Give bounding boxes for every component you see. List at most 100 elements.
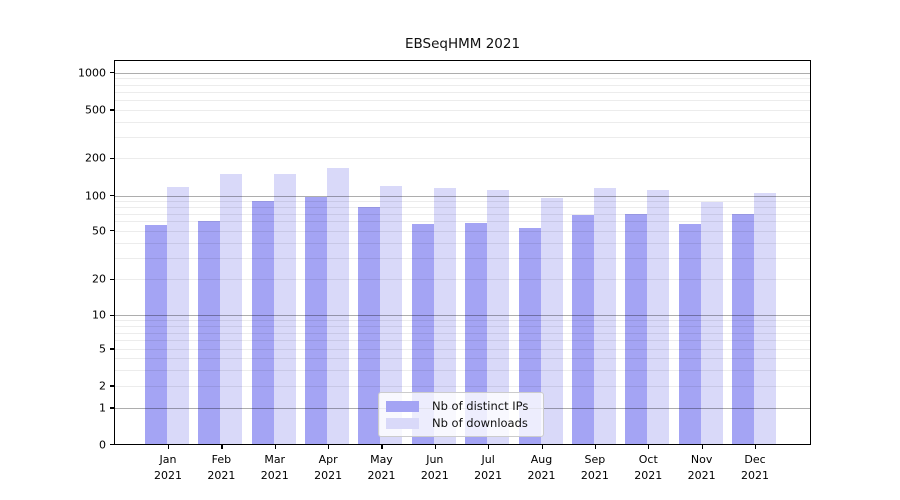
bar-nb-of-distinct-ips-sep [571,215,594,446]
gridline-100 [115,195,810,197]
legend-item-nb-of-distinct-ips: Nb of distinct IPs [386,400,543,412]
legend-swatch-nb-of-downloads [386,417,419,429]
x-tick-jan [168,444,170,450]
bar-nb-of-downloads-apr [327,167,350,446]
x-tick-may [381,444,383,450]
bar-nb-of-downloads-nov [700,201,723,446]
gridline-minor-3 [115,369,810,371]
x-tick-feb [221,444,223,450]
gridline-minor-50 [115,230,810,232]
gridline-minor-60 [115,221,810,223]
x-tick-sep [594,444,597,450]
bar-nb-of-downloads-may [380,186,403,446]
gridline-minor-600 [115,100,810,102]
bar-nb-of-downloads-feb [220,174,243,446]
y-tick-label-200: 200 [85,151,106,165]
y-tick-label-10: 10 [92,308,106,322]
bar-nb-of-distinct-ips-aug [518,227,541,446]
gridline-minor-4 [115,358,810,359]
gridline-minor-40 [115,242,810,244]
bar-nb-of-downloads-jun [433,188,456,446]
y-tick-label-0: 0 [99,438,106,451]
x-tick-nov [701,444,703,450]
x-tick-apr [328,444,330,450]
bar-nb-of-downloads-mar [273,173,296,446]
gridline-minor-500 [115,110,810,111]
x-tick-mar [274,444,276,450]
gridline-minor-6 [115,340,810,342]
y-tick-2 [109,385,114,387]
legend-swatch-nb-of-distinct-ips [386,400,419,412]
x-tick-label-sep: Sep 2021 [580,453,609,482]
gridline-minor-8 [115,326,810,328]
x-tick-label-dec: Dec 2021 [741,453,769,482]
gridline-minor-7 [115,332,810,334]
bar-nb-of-distinct-ips-oct [625,214,648,446]
y-tick-10 [109,314,114,316]
x-tick-label-aug: Aug 2021 [527,453,556,482]
bar-nb-of-distinct-ips-may [358,207,381,446]
x-tick-label-feb: Feb 2021 [207,453,236,482]
legend: Nb of distinct IPs Nb of downloads [378,392,544,437]
x-tick-aug [541,444,543,450]
x-tick-label-mar: Mar 2021 [260,453,289,482]
bar-nb-of-downloads-jan [167,186,189,446]
y-tick-label-100: 100 [85,189,106,202]
gridline-minor-9 [115,320,810,322]
y-tick-label-20: 20 [92,272,106,286]
legend-item-nb-of-downloads: Nb of downloads [386,417,543,429]
gridline-minor-400 [115,121,810,123]
y-tick-1 [109,407,114,409]
bar-nb-of-distinct-ips-dec [732,213,754,446]
y-tick-label-500: 500 [85,103,106,117]
y-tick-1000 [109,71,114,74]
y-tick-label-50: 50 [92,224,106,238]
gridline-minor-80 [115,206,810,208]
x-tick-label-oct: Oct 2021 [634,453,663,482]
gridline-minor-900 [115,78,810,80]
gridline-minor-5 [115,349,810,350]
y-tick-label-1000: 1000 [78,66,106,79]
y-tick-label-1: 1 [99,401,106,415]
gridline-minor-200 [115,158,810,160]
y-tick-label-5: 5 [99,342,106,356]
gridline-minor-700 [115,91,810,93]
bar-nb-of-downloads-aug [540,198,563,446]
y-tick-0 [109,443,114,446]
bar-nb-of-distinct-ips-apr [305,197,328,446]
bar-nb-of-downloads-dec [754,192,776,446]
gridline-1000 [115,72,810,74]
x-tick-label-may: May 2021 [367,453,396,482]
y-tick-100 [109,194,114,197]
bar-nb-of-downloads-jul [487,189,510,446]
y-tick-50 [109,230,114,232]
chart-title: EBSeqHMM 2021 [404,36,521,52]
x-tick-label-apr: Apr 2021 [314,453,343,482]
y-tick-5 [109,348,114,350]
gridline-minor-90 [115,200,810,202]
gridline-minor-30 [115,257,810,259]
y-tick-label-2: 2 [99,379,106,393]
x-tick-jun [434,444,436,450]
gridline-minor-20 [115,279,810,281]
bar-nb-of-distinct-ips-feb [198,221,221,446]
gridline-minor-70 [115,213,810,215]
gridline-minor-2 [115,386,810,387]
bar-nb-of-downloads-oct [647,189,670,446]
gridline-minor-300 [115,136,810,138]
bar-nb-of-distinct-ips-mar [251,200,274,446]
x-tick-label-jun: Jun 2021 [420,453,449,482]
x-tick-label-jan: Jan 2021 [154,453,182,482]
y-tick-20 [109,278,114,280]
bar-nb-of-distinct-ips-jul [465,223,488,446]
bar-nb-of-downloads-sep [593,187,616,446]
x-tick-dec [755,444,757,450]
bar-nb-of-distinct-ips-nov [678,224,701,446]
bar-nb-of-distinct-ips-jun [411,224,434,446]
x-tick-label-jul: Jul 2021 [474,453,503,482]
y-tick-200 [109,157,114,159]
legend-label-nb-of-downloads: Nb of downloads [432,416,528,430]
bar-nb-of-distinct-ips-jan [145,224,167,446]
gridline-10 [115,315,810,317]
